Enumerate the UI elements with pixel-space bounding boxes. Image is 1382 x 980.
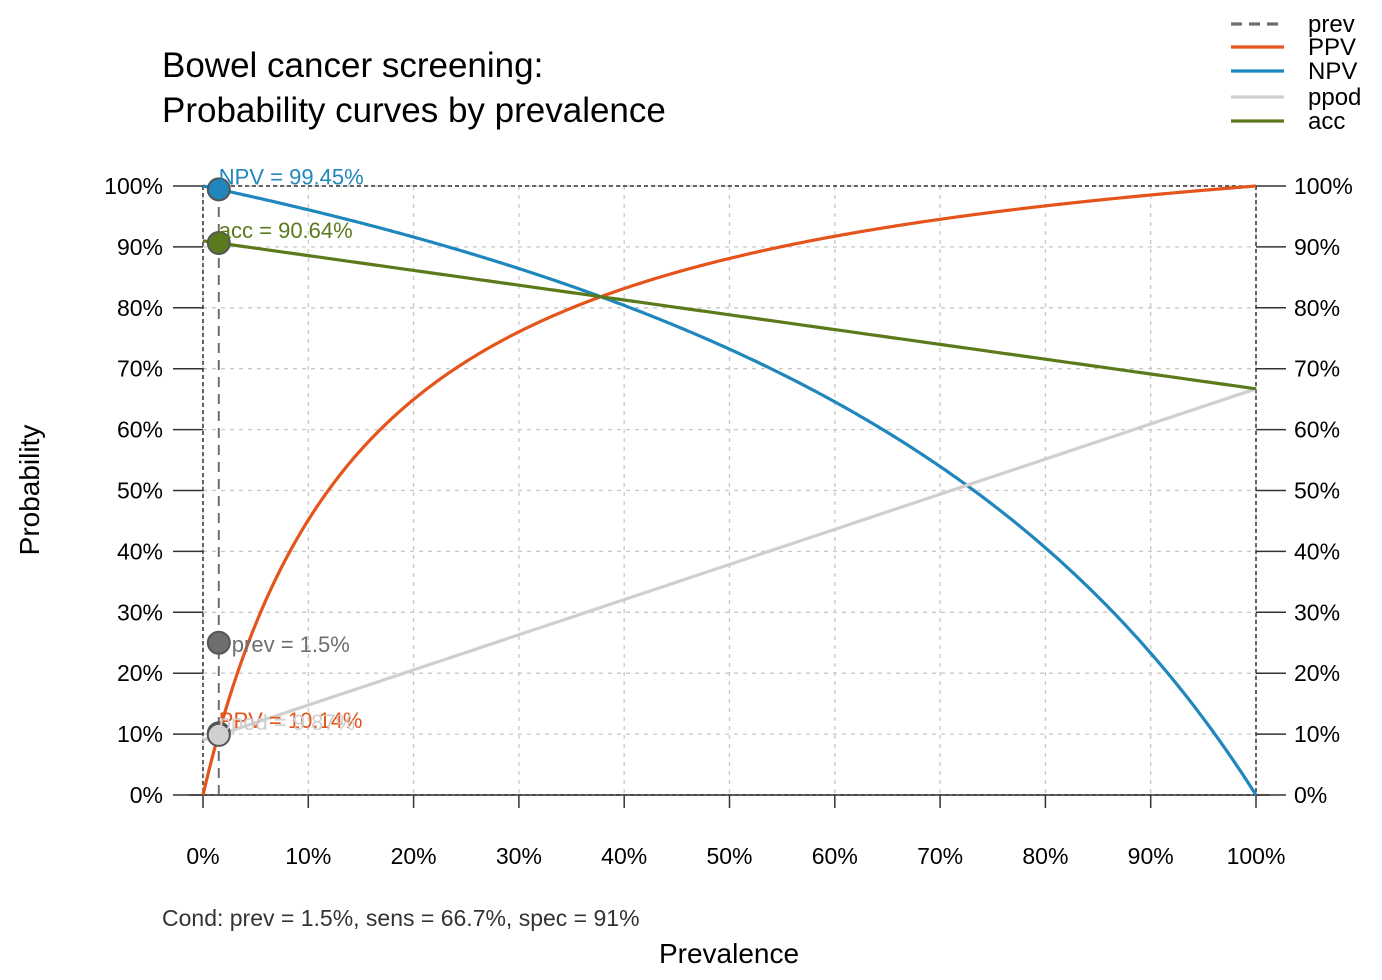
y-tick-label-right-1: 10% (1294, 721, 1340, 747)
x-tick-label-6: 60% (812, 843, 858, 869)
x-tick-label-9: 90% (1128, 843, 1174, 869)
y-tick-label-left-1: 10% (117, 721, 163, 747)
legend-label-acc: acc (1308, 108, 1345, 135)
y-tick-label-left-8: 80% (117, 295, 163, 321)
point-label-acc: acc = 90.64% (219, 218, 353, 243)
chart-title-line-1: Bowel cancer screening: (162, 46, 543, 85)
x-tick-label-10: 100% (1227, 843, 1286, 869)
y-tick-label-left-7: 70% (117, 356, 163, 382)
legend-label-ppv: PPV (1308, 34, 1356, 61)
y-tick-label-left-10: 100% (104, 173, 163, 199)
y-tick-label-right-3: 30% (1294, 599, 1340, 625)
point-labels: NPV = 99.45% acc = 90.64% prev = 1.5% PPV =… (219, 164, 364, 735)
series-line-ppod (202, 387, 1257, 742)
point-label-npv: NPV = 99.45% (219, 164, 364, 189)
series-line-ppv (201, 184, 1257, 796)
y-tick-label-left-3: 30% (117, 599, 163, 625)
point-label-ppv: PPV = 10.14% (219, 708, 363, 733)
y-tick-label-right-8: 80% (1294, 295, 1340, 321)
y-tick-label-right-5: 50% (1294, 478, 1340, 504)
grid-lines (202, 185, 1257, 796)
point-label-ppod: ppod = 9.87% (219, 710, 355, 735)
y-tick-label-right-7: 70% (1294, 356, 1340, 382)
chart-title-line-2: Probability curves by prevalence (162, 91, 666, 130)
point-label-prev: prev = 1.5% (232, 632, 350, 657)
y-tick-label-right-0: 0% (1294, 782, 1327, 808)
y-axis-ticks-left: 0% 10% 20% 30% 40% 50% 60% 70% 80% 90% 100% (104, 173, 203, 808)
y-tick-label-right-2: 20% (1294, 660, 1340, 686)
y-axis-label: Probability (14, 425, 45, 556)
x-tick-label-4: 40% (601, 843, 647, 869)
y-tick-label-left-9: 90% (117, 234, 163, 260)
x-tick-label-7: 70% (917, 843, 963, 869)
series-lines (201, 184, 1258, 796)
y-tick-label-right-10: 100% (1294, 173, 1353, 199)
y-tick-label-left-5: 50% (117, 478, 163, 504)
x-tick-label-3: 30% (496, 843, 542, 869)
x-axis-ticks: 0% 10% 20% 30% 40% 50% 60% 70% 80% 90% 100% (186, 794, 1286, 869)
x-tick-label-2: 20% (391, 843, 437, 869)
point-npv (206, 177, 231, 202)
condition-caption: Cond: prev = 1.5%, sens = 66.7%, spec = … (162, 905, 640, 931)
legend-label-prev: prev (1308, 11, 1355, 38)
x-tick-label-5: 50% (706, 843, 752, 869)
legend-label-ppod: ppod (1308, 84, 1361, 111)
y-tick-label-right-9: 90% (1294, 234, 1340, 260)
x-tick-label-1: 10% (285, 843, 331, 869)
y-tick-label-left-0: 0% (130, 782, 163, 808)
y-axis-ticks-right: 0% 10% 20% 30% 40% 50% 60% 70% 80% 90% 100% (1256, 173, 1353, 808)
y-tick-label-right-6: 60% (1294, 417, 1340, 443)
y-tick-label-left-4: 40% (117, 538, 163, 564)
x-tick-label-8: 80% (1022, 843, 1068, 869)
y-tick-label-left-6: 60% (117, 417, 163, 443)
y-tick-label-left-2: 20% (117, 660, 163, 686)
highlight-points (206, 177, 231, 747)
x-tick-label-0: 0% (186, 843, 219, 869)
y-tick-label-right-4: 40% (1294, 538, 1340, 564)
point-prev (206, 630, 231, 655)
point-ppod (206, 722, 231, 747)
x-axis-label: Prevalence (659, 938, 799, 969)
legend-label-npv: NPV (1308, 58, 1357, 85)
series-line-acc (202, 239, 1257, 391)
point-acc (206, 231, 231, 256)
series-line-npv (202, 184, 1258, 796)
